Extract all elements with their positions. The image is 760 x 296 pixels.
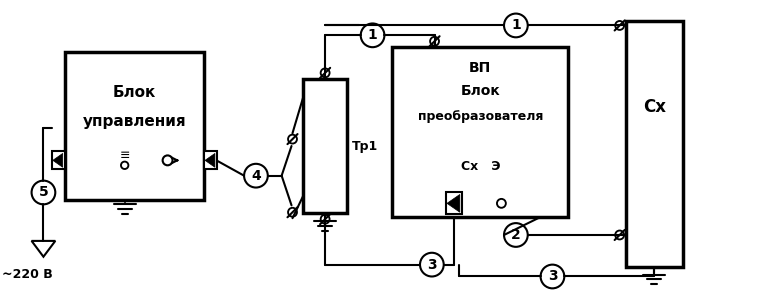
Text: управления: управления — [83, 114, 186, 129]
Text: 5: 5 — [39, 186, 49, 200]
Text: Сх   Э: Сх Э — [461, 160, 500, 173]
Polygon shape — [53, 153, 63, 167]
Polygon shape — [447, 194, 460, 212]
Text: ≡: ≡ — [119, 149, 130, 162]
Text: 3: 3 — [548, 269, 557, 284]
Bar — [625, 22, 683, 267]
Bar — [392, 47, 568, 217]
Text: 4: 4 — [251, 169, 261, 183]
Text: 1: 1 — [368, 28, 378, 42]
Text: ВП: ВП — [469, 61, 492, 75]
Text: 2: 2 — [511, 228, 521, 242]
Bar — [446, 192, 462, 214]
Text: преобразователя: преобразователя — [417, 110, 543, 123]
Bar — [52, 152, 65, 169]
Text: Сх: Сх — [643, 98, 666, 116]
Bar — [65, 52, 204, 200]
Polygon shape — [205, 153, 215, 167]
Text: Блок: Блок — [461, 84, 500, 98]
Text: Блок: Блок — [112, 85, 156, 100]
Text: Тр1: Тр1 — [352, 139, 378, 152]
Text: 3: 3 — [427, 258, 437, 272]
Text: ~220 В: ~220 В — [2, 268, 53, 281]
Text: 1: 1 — [511, 18, 521, 33]
Bar — [204, 152, 217, 169]
Bar — [303, 79, 347, 213]
